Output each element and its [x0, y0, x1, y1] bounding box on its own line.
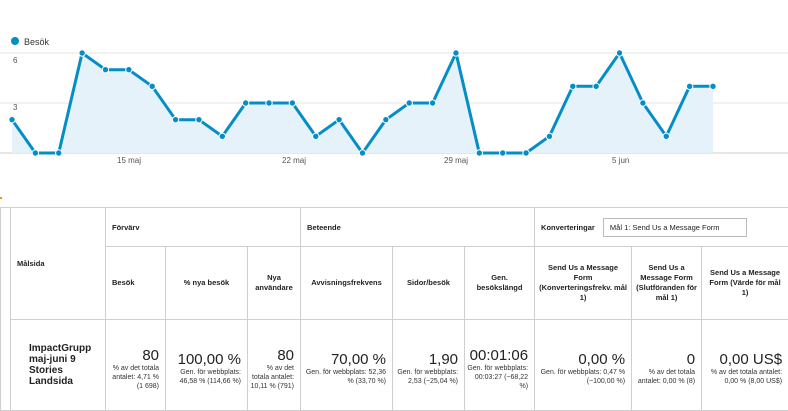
data-point[interactable]	[171, 115, 180, 124]
data-point[interactable]	[78, 49, 86, 57]
conv-rate-cell: 0,00 % Gen. för webbplats: 0,47 % (−100,0…	[534, 319, 633, 411]
behavior-group-header: Beteende	[300, 207, 536, 247]
data-point[interactable]	[428, 99, 437, 107]
data-point[interactable]	[31, 149, 40, 157]
new-users-value: 80	[277, 346, 295, 364]
bounce-rate-cell: 70,00 % Gen. för webbplats: 52,36 % (33,7…	[300, 319, 394, 411]
x-tick-label: 22 maj	[282, 156, 306, 165]
bounce-rate-sub: Gen. för webbplats: 52,36 % (33,70 %)	[305, 369, 387, 385]
goal-value-sub: % av det totala antalet: 0,00 % (8,00 US…	[710, 369, 783, 385]
data-point[interactable]	[241, 99, 250, 107]
data-point[interactable]	[195, 115, 203, 124]
visits-line-chart: Besök 6 3 15 maj 22 maj 29 maj 5 jun	[0, 37, 788, 165]
landing-page-header[interactable]: Målsida	[10, 207, 106, 320]
data-point[interactable]	[405, 99, 413, 107]
pages-per-visit-column-header[interactable]: Sidor/besök	[392, 246, 466, 320]
visits-cell: 80% av det totala antalet: 4,71 % (1 698…	[105, 319, 166, 411]
visits-column-header[interactable]: Besök	[105, 246, 166, 320]
avg-duration-column-header[interactable]: Gen. besökslängd	[464, 246, 536, 320]
goal-select[interactable]: Mål 1: Send Us a Message Form	[602, 217, 747, 237]
visits-value: 80	[142, 346, 159, 364]
landing-page-name[interactable]: ImpactGrupp maj-juni 9 Stories Landsida	[10, 319, 106, 411]
bounce-rate-column-header[interactable]: Avvisningsfrekvens	[300, 246, 394, 320]
data-point[interactable]	[499, 149, 507, 157]
data-point[interactable]	[662, 132, 670, 141]
data-point[interactable]	[639, 99, 647, 107]
goal-value-column-header[interactable]: Send Us a Message Form (Värde för mål 1)	[701, 246, 788, 320]
pages-per-visit-cell: 1,90 Gen. för webbplats: 2,53 (−25,04 %)	[392, 319, 466, 411]
completions-sub: % av det totala antalet: 0,00 % (8)	[637, 369, 696, 385]
data-point[interactable]	[218, 132, 227, 141]
x-tick-label: 15 maj	[117, 156, 141, 165]
conv-rate-value: 0,00 %	[578, 351, 626, 368]
data-point[interactable]	[8, 115, 16, 124]
new-visits-pct-column-header[interactable]: % nya besök	[165, 246, 248, 320]
left-edge-cell	[0, 207, 11, 411]
goal-value-value: 0,00 US$	[719, 351, 783, 368]
avg-duration-cell: 00:01:06 Gen. för webbplats: 00:03:27 (−6…	[464, 319, 536, 411]
y-tick-label: 6	[13, 56, 18, 65]
x-tick-label: 5 jun	[612, 156, 629, 165]
new-visits-pct-sub: Gen. för webbplats: 46,58 % (114,66 %)	[179, 369, 241, 385]
data-point[interactable]	[522, 149, 530, 157]
legend-marker	[11, 37, 19, 45]
new-users-column-header[interactable]: Nya användare	[246, 246, 302, 320]
new-users-cell: 80% av det totala antalet: 10,11 % (791)	[246, 319, 302, 411]
x-tick-label: 29 maj	[444, 156, 468, 165]
new-users-sub: % av det totala antalet: 10,11 % (791)	[250, 364, 295, 390]
visits-sub: % av det totala antalet: 4,71 % (1 698)	[112, 364, 159, 390]
data-point[interactable]	[265, 99, 273, 107]
bounce-rate-value: 70,00 %	[330, 351, 387, 368]
series-points	[8, 49, 717, 157]
data-point[interactable]	[125, 65, 133, 74]
avg-duration-sub: Gen. för webbplats: 00:03:27 (−68,22 %)	[467, 364, 529, 390]
data-point[interactable]	[569, 82, 577, 91]
landing-page-report-table: Målsida Förvärv Beteende Konverteringar …	[0, 207, 788, 411]
data-point[interactable]	[452, 49, 460, 57]
conversions-label: Konverteringar	[541, 222, 595, 232]
data-point[interactable]	[685, 82, 694, 91]
acquisition-group-header: Förvärv	[104, 207, 302, 247]
data-point[interactable]	[358, 149, 367, 157]
data-point[interactable]	[709, 82, 717, 91]
new-visits-pct-value: 100,00 %	[177, 351, 241, 368]
data-point[interactable]	[592, 82, 600, 91]
conv-rate-sub: Gen. för webbplats: 0,47 % (−100,00 %)	[540, 369, 626, 385]
conversions-group-header: Konverteringar Mål 1: Send Us a Message …	[534, 207, 788, 247]
data-point[interactable]	[55, 149, 63, 157]
series-area	[12, 53, 713, 153]
data-point[interactable]	[545, 132, 554, 141]
data-point[interactable]	[335, 115, 343, 124]
new-visits-pct-cell: 100,00 % Gen. för webbplats: 46,58 % (114…	[165, 319, 248, 411]
avg-duration-value: 00:01:06	[469, 346, 529, 364]
y-tick-label: 3	[13, 103, 18, 112]
data-point[interactable]	[101, 65, 110, 74]
goal-value-cell: 0,00 US$% av det totala antalet: 0,00 % …	[701, 319, 788, 411]
data-point[interactable]	[288, 99, 297, 107]
completions-cell: 0% av det totala antalet: 0,00 % (8)	[631, 319, 703, 411]
pages-per-visit-sub: Gen. för webbplats: 2,53 (−25,04 %)	[397, 369, 459, 385]
conv-rate-column-header[interactable]: Send Us a Message Form (Konverteringsfre…	[534, 246, 633, 320]
divider-dot	[0, 197, 2, 199]
completions-column-header[interactable]: Send Us a Message Form (Slutföranden för…	[631, 246, 703, 320]
data-point[interactable]	[475, 149, 484, 157]
data-point[interactable]	[148, 82, 156, 91]
data-point[interactable]	[382, 115, 390, 124]
data-point[interactable]	[312, 132, 320, 141]
completions-value: 0	[686, 351, 696, 368]
legend-label[interactable]: Besök	[24, 37, 50, 47]
pages-per-visit-value: 1,90	[428, 351, 459, 368]
data-point[interactable]	[615, 49, 624, 57]
